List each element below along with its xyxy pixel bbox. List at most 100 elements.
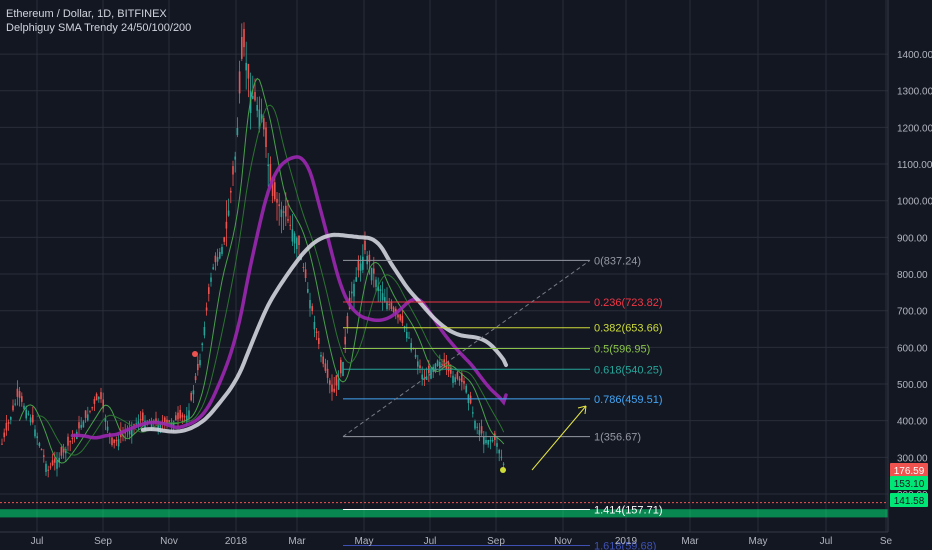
candle-body bbox=[225, 221, 228, 229]
candle-body bbox=[7, 422, 10, 424]
candle-body bbox=[38, 443, 41, 446]
candle-body bbox=[40, 449, 43, 451]
candle-body bbox=[117, 439, 120, 447]
candle-body bbox=[260, 114, 263, 123]
candle-body bbox=[18, 391, 21, 398]
x-tick-label: Nov bbox=[160, 536, 178, 547]
candle-body bbox=[472, 412, 474, 414]
y-tick-label: 500.00 bbox=[897, 380, 928, 391]
candle-body bbox=[340, 359, 342, 374]
candle-body bbox=[280, 209, 283, 218]
candle-body bbox=[183, 416, 186, 418]
y-tick-label: 700.00 bbox=[897, 307, 928, 318]
candle-body bbox=[139, 419, 142, 421]
sma-24-line bbox=[19, 77, 505, 464]
candle-body bbox=[159, 424, 162, 431]
candle-body bbox=[406, 332, 408, 339]
price-tag-label: 141.58 bbox=[894, 496, 925, 507]
candle-body bbox=[199, 360, 201, 366]
price-tag-label: 176.59 bbox=[894, 466, 925, 477]
fibonacci-retracement[interactable]: 0(837.24) 0.236(723.82) 0.382(653.66) 0.5(5… bbox=[342, 255, 663, 550]
candle-body bbox=[344, 336, 346, 345]
x-tick-label: Mar bbox=[288, 536, 306, 547]
candle-body bbox=[370, 267, 373, 281]
candle-body bbox=[71, 437, 74, 439]
candle-body bbox=[329, 380, 331, 385]
indicator-title[interactable]: Delphiguy SMA Trendy 24/50/100/200 bbox=[6, 22, 192, 34]
sma-100-line bbox=[70, 155, 508, 440]
y-tick-label: 1000.00 bbox=[897, 197, 932, 208]
candle-body bbox=[491, 440, 494, 442]
y-tick-label: 900.00 bbox=[897, 233, 928, 244]
candle-body bbox=[441, 363, 443, 365]
candle-body bbox=[498, 449, 500, 454]
sma-50-line bbox=[36, 104, 505, 456]
candle-body bbox=[150, 422, 153, 431]
candle-body bbox=[320, 355, 322, 357]
price-axis[interactable]: 200.00300.00400.00500.00600.00700.00800.… bbox=[887, 0, 932, 532]
candle-body bbox=[379, 289, 382, 292]
candle-body bbox=[489, 440, 492, 442]
candle-body bbox=[10, 417, 12, 420]
low-marker-dot bbox=[500, 467, 506, 473]
candle-body bbox=[82, 421, 85, 428]
candle-body bbox=[236, 128, 239, 136]
candle-body bbox=[287, 219, 289, 221]
candle-body bbox=[104, 417, 107, 422]
candle-body bbox=[304, 269, 307, 278]
candle-body bbox=[353, 283, 355, 297]
chart-legend: Ethereum / Dollar, 1D, BITFINEX Delphigu… bbox=[6, 7, 191, 35]
candle-body bbox=[56, 460, 58, 469]
candle-body bbox=[3, 432, 5, 438]
candle-body bbox=[258, 109, 261, 130]
candle-body bbox=[51, 460, 54, 466]
candle-body bbox=[326, 368, 329, 378]
candle-body bbox=[263, 118, 265, 130]
candle-body bbox=[315, 331, 318, 333]
candle-body bbox=[227, 210, 230, 216]
candle-body bbox=[221, 246, 223, 254]
candle-body bbox=[403, 326, 406, 328]
candle-body bbox=[247, 63, 250, 79]
candle-body bbox=[324, 363, 327, 371]
candle-body bbox=[335, 375, 338, 386]
candle-body bbox=[357, 259, 360, 271]
candle-body bbox=[201, 343, 203, 346]
fib-trend-line bbox=[342, 259, 591, 437]
time-axis[interactable]: Jul Sep Nov 2018 Mar May Jul Sep Nov 2019 Mar May Ju… bbox=[0, 531, 893, 547]
candle-body bbox=[91, 407, 93, 409]
candle-body bbox=[269, 164, 272, 183]
x-tick-label: Mar bbox=[681, 536, 699, 547]
fib-level-label: 0.382(653.66) bbox=[594, 323, 663, 335]
candle-body bbox=[58, 458, 60, 463]
x-tick-label: Jul bbox=[820, 536, 833, 547]
candle-body bbox=[496, 443, 498, 447]
candle-body bbox=[113, 439, 115, 444]
candle-body bbox=[238, 71, 241, 94]
candle-body bbox=[230, 190, 232, 193]
candle-body bbox=[368, 254, 371, 262]
candle-body bbox=[84, 410, 87, 418]
y-tick-label: 600.00 bbox=[897, 343, 928, 354]
x-tick-label: Sep bbox=[487, 536, 505, 547]
candle-body bbox=[232, 166, 234, 175]
candle-body bbox=[234, 156, 236, 160]
candle-body bbox=[175, 415, 177, 421]
y-tick-label: 1300.00 bbox=[897, 87, 932, 98]
candle-body bbox=[32, 414, 34, 423]
candle-body bbox=[111, 437, 113, 445]
candle-body bbox=[197, 363, 199, 371]
symbol-title[interactable]: Ethereum / Dollar, 1D, BITFINEX bbox=[6, 8, 167, 20]
candle-body bbox=[131, 427, 133, 437]
candle-body bbox=[274, 182, 276, 200]
candle-body bbox=[293, 233, 296, 244]
x-tick-label: May bbox=[749, 536, 768, 547]
candle-body bbox=[12, 405, 14, 411]
candle-body bbox=[375, 279, 377, 287]
candle-body bbox=[115, 439, 118, 442]
candle-body bbox=[463, 380, 465, 384]
candle-body bbox=[480, 426, 483, 434]
candle-body bbox=[386, 301, 388, 310]
candle-body bbox=[190, 392, 192, 401]
